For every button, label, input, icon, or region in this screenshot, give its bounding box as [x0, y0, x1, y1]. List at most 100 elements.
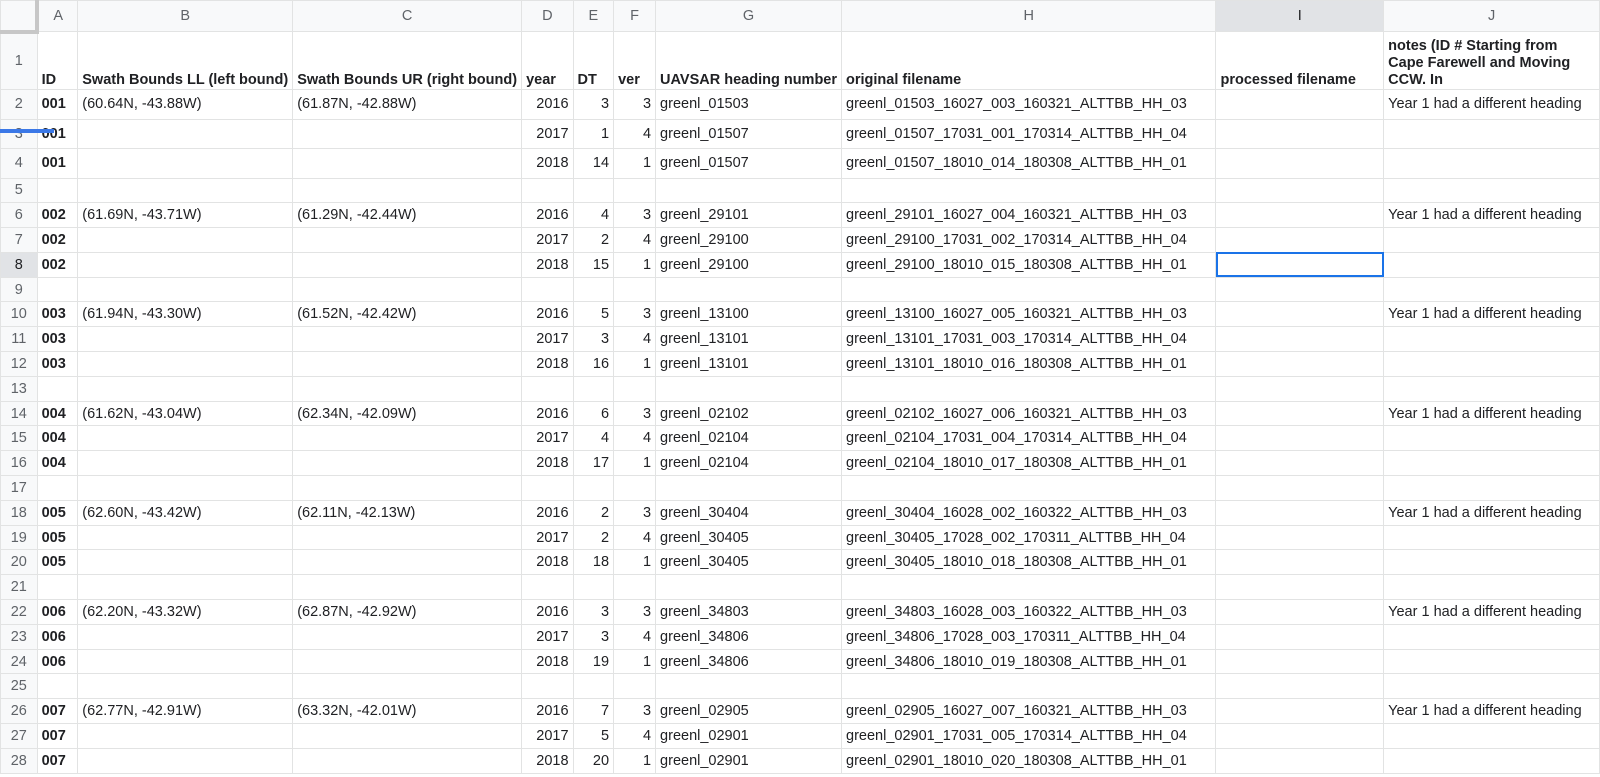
cell-a[interactable]: 007	[36, 723, 79, 749]
cell-e[interactable]	[572, 673, 615, 700]
column-header-f[interactable]: F	[613, 0, 657, 32]
cell-e[interactable]: 4	[572, 202, 615, 229]
cell-c[interactable]	[292, 177, 523, 204]
cell-e[interactable]: 5	[572, 723, 615, 749]
cell-d[interactable]: 2016	[521, 400, 574, 427]
cell-c[interactable]	[292, 276, 523, 303]
cell-a[interactable]	[36, 673, 79, 700]
cell-i[interactable]	[1215, 425, 1385, 452]
cell-f[interactable]: 1	[613, 251, 657, 278]
cell-j[interactable]	[1383, 723, 1600, 749]
cell-c[interactable]	[292, 648, 523, 675]
cell-d[interactable]: 2017	[521, 524, 574, 551]
cell-j[interactable]	[1383, 326, 1600, 353]
cell-j[interactable]	[1383, 549, 1600, 576]
cell-d[interactable]: 2018	[521, 648, 574, 675]
cell-a[interactable]: 003	[36, 301, 79, 328]
cell-i[interactable]	[1215, 89, 1385, 120]
cell-j[interactable]	[1383, 450, 1600, 477]
row-header[interactable]: 11	[0, 326, 38, 353]
cell-d[interactable]: 2018	[521, 549, 574, 576]
cell-d[interactable]	[521, 475, 574, 501]
row-header[interactable]: 7	[0, 227, 38, 253]
cell-g[interactable]: greenl_01507	[655, 148, 843, 179]
cell-i[interactable]	[1215, 549, 1385, 576]
cell-f[interactable]	[613, 475, 657, 501]
cell-i[interactable]	[1215, 301, 1385, 328]
cell-b[interactable]	[77, 475, 294, 501]
cell-f[interactable]: 1	[613, 549, 657, 576]
cell-c[interactable]: (63.32N, -42.01W)	[292, 698, 523, 725]
freeze-row-handle[interactable]	[0, 129, 54, 133]
cell-d[interactable]	[521, 673, 574, 700]
cell-g[interactable]	[655, 673, 843, 700]
cell-a[interactable]: 003	[36, 326, 79, 353]
cell-h[interactable]	[841, 375, 1217, 402]
cell-i[interactable]	[1215, 375, 1385, 402]
cell-e[interactable]: 15	[572, 251, 615, 278]
cell-i[interactable]	[1215, 524, 1385, 551]
cell-f[interactable]	[613, 177, 657, 204]
cell-i[interactable]	[1215, 475, 1385, 501]
row-header[interactable]: 1	[0, 31, 38, 90]
cell-h[interactable]: greenl_01507_18010_014_180308_ALTTBB_HH_…	[841, 148, 1217, 179]
cell-d[interactable]: 2017	[521, 326, 574, 353]
cell-a[interactable]: 003	[36, 351, 79, 377]
cell-f[interactable]: 4	[613, 425, 657, 452]
cell-e[interactable]: 2	[572, 524, 615, 551]
cell-a[interactable]: 007	[36, 698, 79, 725]
cell-d[interactable]: 2016	[521, 499, 574, 526]
cell-h[interactable]: greenl_34803_16028_003_160322_ALTTBB_HH_…	[841, 599, 1217, 625]
cell-c[interactable]	[292, 118, 523, 149]
cell-g[interactable]: greenl_30405	[655, 524, 843, 551]
row-header[interactable]: 24	[0, 648, 38, 675]
cell-d[interactable]: 2018	[521, 351, 574, 377]
cell-g[interactable]: greenl_01507	[655, 118, 843, 149]
cell-c[interactable]	[292, 747, 523, 774]
row-header[interactable]: 26	[0, 698, 38, 725]
cell-c[interactable]: (62.34N, -42.09W)	[292, 400, 523, 427]
cell-c[interactable]	[292, 673, 523, 700]
cell-g[interactable]: greenl_34806	[655, 648, 843, 675]
cell-b[interactable]: (60.64N, -43.88W)	[77, 89, 294, 120]
cell-g[interactable]: greenl_02901	[655, 747, 843, 774]
row-header[interactable]: 19	[0, 524, 38, 551]
cell-d[interactable]: 2018	[521, 251, 574, 278]
cell-f[interactable]: 4	[613, 326, 657, 353]
cell-b[interactable]	[77, 148, 294, 179]
cell-h[interactable]: greenl_34806_18010_019_180308_ALTTBB_HH_…	[841, 648, 1217, 675]
row-header[interactable]: 25	[0, 673, 38, 700]
cell-f[interactable]	[613, 673, 657, 700]
cell-g[interactable]	[655, 574, 843, 601]
select-all-corner[interactable]	[0, 0, 40, 34]
cell-i[interactable]	[1215, 202, 1385, 229]
column-header-a[interactable]: A	[36, 0, 79, 32]
cell-h[interactable]: greenl_29100_18010_015_180308_ALTTBB_HH_…	[841, 251, 1217, 278]
cell-h[interactable]: greenl_30404_16028_002_160322_ALTTBB_HH_…	[841, 499, 1217, 526]
cell-j[interactable]	[1383, 475, 1600, 501]
cell-e[interactable]	[572, 574, 615, 601]
row-header[interactable]: 2	[0, 89, 38, 120]
cell-j[interactable]	[1383, 425, 1600, 452]
cell-a[interactable]	[36, 574, 79, 601]
header-cell-b[interactable]: Swath Bounds LL (left bound)	[77, 31, 294, 90]
cell-f[interactable]: 4	[613, 227, 657, 253]
cell-b[interactable]: (61.94N, -43.30W)	[77, 301, 294, 328]
cell-h[interactable]	[841, 673, 1217, 700]
cell-j[interactable]	[1383, 118, 1600, 149]
cell-e[interactable]: 18	[572, 549, 615, 576]
cell-j[interactable]	[1383, 351, 1600, 377]
cell-f[interactable]: 3	[613, 499, 657, 526]
cell-b[interactable]	[77, 623, 294, 650]
cell-a[interactable]: 007	[36, 747, 79, 774]
cell-b[interactable]: (62.60N, -43.42W)	[77, 499, 294, 526]
cell-f[interactable]: 1	[613, 648, 657, 675]
cell-e[interactable]: 3	[572, 623, 615, 650]
cell-i[interactable]	[1215, 227, 1385, 253]
cell-e[interactable]: 3	[572, 89, 615, 120]
row-header[interactable]: 5	[0, 177, 38, 204]
cell-d[interactable]	[521, 276, 574, 303]
cell-c[interactable]	[292, 326, 523, 353]
cell-g[interactable]: greenl_34803	[655, 599, 843, 625]
cell-b[interactable]	[77, 276, 294, 303]
